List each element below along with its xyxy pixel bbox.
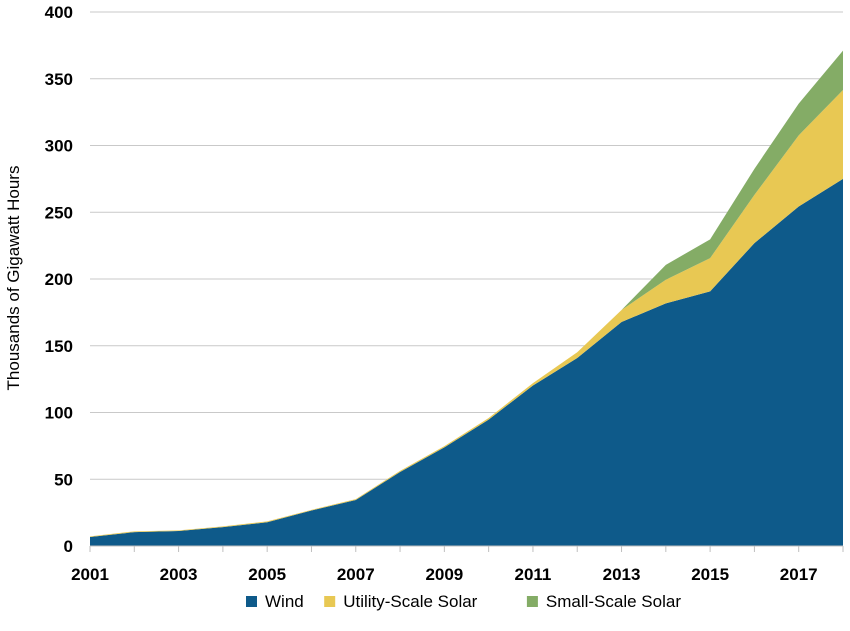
y-tick-label: 150: [45, 337, 73, 356]
area-wind: [90, 178, 843, 546]
y-tick-label: 100: [45, 404, 73, 423]
y-tick-label: 300: [45, 137, 73, 156]
x-tick-label: 2015: [691, 565, 729, 584]
x-tick-label: 2005: [248, 565, 286, 584]
x-tick-label: 2003: [160, 565, 198, 584]
x-tick-label: 2001: [71, 565, 109, 584]
y-tick-label: 0: [64, 537, 73, 556]
y-tick-label: 200: [45, 270, 73, 289]
x-tick-label: 2007: [337, 565, 375, 584]
x-tick-label: 2013: [603, 565, 641, 584]
legend-swatch: [526, 596, 538, 607]
gridlines: [90, 11, 843, 480]
y-tick-labels: 0 50 100 150 200 250 300 350 400: [45, 3, 73, 556]
legend-item-utility-scale-solar: Utility-Scale Solar: [324, 592, 478, 611]
y-tick-label: 50: [54, 470, 73, 489]
y-tick-label: 350: [45, 70, 73, 89]
plot-areas: [90, 50, 843, 546]
y-tick-label: 400: [45, 3, 73, 22]
legend-label: Small-Scale Solar: [546, 592, 681, 611]
x-tick-label: 2017: [780, 565, 818, 584]
x-tick-labels: 2001 2003 2005 2007 2009 2011 2013 2015 2017: [71, 565, 818, 584]
legend-label: Wind: [265, 592, 304, 611]
x-tick-label: 2011: [514, 565, 551, 584]
legend-swatch: [246, 596, 257, 607]
legend: Wind Utility-Scale Solar Small-Scale Solar: [246, 592, 681, 611]
x-tick-label: 2009: [425, 565, 463, 584]
legend-item-wind: Wind: [246, 592, 304, 611]
y-axis-label: Thousands of Gigawatt Hours: [4, 166, 23, 391]
legend-swatch: [324, 596, 336, 607]
legend-label: Utility-Scale Solar: [343, 592, 477, 611]
legend-item-small-scale-solar: Small-Scale Solar: [526, 592, 681, 611]
axes: [89, 545, 844, 552]
y-tick-label: 250: [45, 203, 73, 222]
